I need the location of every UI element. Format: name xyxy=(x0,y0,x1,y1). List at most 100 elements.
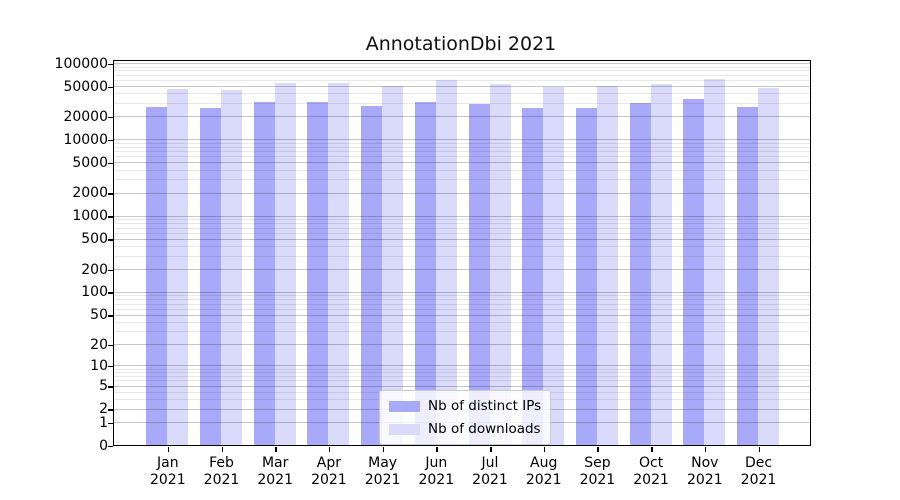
gridline xyxy=(114,385,810,387)
gridline xyxy=(114,255,810,257)
y-tick-label: 200 xyxy=(81,261,108,278)
bar-sep-distinct-ips xyxy=(575,107,597,445)
gridline xyxy=(114,79,810,81)
x-tick-mark xyxy=(543,447,546,452)
y-tick-mark xyxy=(108,162,113,165)
x-tick-label: Aug 2021 xyxy=(525,455,562,488)
gridline xyxy=(114,331,810,333)
legend-label-downloads: Nb of downloads xyxy=(428,421,541,437)
x-tick-mark xyxy=(651,447,653,452)
y-tick-mark xyxy=(108,116,113,119)
gridline xyxy=(114,303,810,305)
gridline xyxy=(114,116,810,118)
x-tick-label: Mar 2021 xyxy=(257,455,293,488)
legend-swatch-distinct-ips xyxy=(389,400,420,412)
y-tick-label: 1000 xyxy=(72,208,108,225)
x-tick-label: Dec 2021 xyxy=(740,455,777,488)
y-tick-mark xyxy=(108,344,113,346)
x-tick-mark xyxy=(597,447,599,452)
bar-oct-downloads xyxy=(650,83,672,445)
gridline xyxy=(114,372,810,374)
x-tick-label: Sep 2021 xyxy=(579,455,616,488)
gridline xyxy=(114,321,810,323)
gridline xyxy=(114,179,810,181)
y-tick-label: 500 xyxy=(81,231,108,248)
bar-jul-distinct-ips xyxy=(468,103,490,445)
gridline xyxy=(114,223,810,225)
gridline xyxy=(114,246,810,248)
gridline xyxy=(114,156,810,158)
gridline xyxy=(114,376,810,377)
y-tick-label: 10000 xyxy=(63,131,108,148)
gridline xyxy=(114,269,810,270)
y-tick-mark xyxy=(108,63,113,65)
gridline xyxy=(114,162,810,164)
bar-may-distinct-ips xyxy=(361,106,383,445)
y-tick-label: 0 xyxy=(99,437,108,454)
y-tick-mark xyxy=(108,269,113,271)
y-tick-label: 20 xyxy=(90,336,108,353)
y-tick-mark xyxy=(108,445,113,447)
gridline xyxy=(114,169,810,171)
x-tick-mark xyxy=(490,447,492,452)
gridline xyxy=(114,314,810,316)
y-tick-label: 1 xyxy=(99,414,108,431)
x-tick-mark xyxy=(275,447,277,452)
gridline xyxy=(114,380,810,382)
x-tick-label: Oct 2021 xyxy=(633,455,669,488)
y-tick-label: 100 xyxy=(81,284,108,301)
bar-mar-distinct-ips xyxy=(253,101,275,445)
y-tick-mark xyxy=(108,386,113,388)
gridline xyxy=(114,151,810,153)
bar-aug-distinct-ips xyxy=(522,107,544,445)
x-tick-label: Jan 2021 xyxy=(149,455,186,488)
gridline xyxy=(114,368,810,370)
gridline xyxy=(114,93,810,95)
legend-item-downloads: Nb of downloads xyxy=(389,421,541,437)
x-tick-label: Jul 2021 xyxy=(472,455,508,488)
gridline xyxy=(114,146,810,148)
bar-jan-downloads xyxy=(167,88,189,445)
bar-feb-distinct-ips xyxy=(200,108,221,445)
gridline xyxy=(114,70,810,72)
y-tick-label: 50000 xyxy=(63,78,108,95)
y-tick-label: 2 xyxy=(99,401,108,417)
bar-apr-downloads xyxy=(328,83,350,445)
gridline xyxy=(114,74,810,76)
bar-may-downloads xyxy=(382,85,404,445)
y-tick-label: 10 xyxy=(90,357,108,374)
x-tick-mark xyxy=(167,447,170,452)
y-tick-label: 5000 xyxy=(72,154,108,171)
bar-sep-downloads xyxy=(596,86,618,445)
x-tick-mark xyxy=(328,447,331,452)
gridline xyxy=(114,291,810,293)
bar-nov-downloads xyxy=(704,79,726,445)
bar-feb-downloads xyxy=(221,90,242,445)
y-tick-label: 20000 xyxy=(63,108,108,125)
legend: Nb of distinct IPs Nb of downloads xyxy=(379,390,552,445)
bar-dec-downloads xyxy=(758,87,779,445)
gridline xyxy=(114,308,810,310)
bar-jan-distinct-ips xyxy=(146,107,168,445)
bar-jun-downloads xyxy=(435,80,457,445)
x-tick-mark xyxy=(758,447,760,452)
gridline xyxy=(114,215,810,217)
y-tick-label: 100000 xyxy=(54,55,108,72)
bar-dec-distinct-ips xyxy=(737,107,758,445)
bar-jun-distinct-ips xyxy=(414,101,436,445)
x-tick-label: May 2021 xyxy=(364,455,401,488)
gridline xyxy=(114,344,810,345)
legend-swatch-downloads xyxy=(389,423,420,435)
y-tick-mark xyxy=(108,139,113,142)
y-tick-mark xyxy=(108,365,113,368)
x-tick-label: Nov 2021 xyxy=(686,455,723,488)
gridline xyxy=(114,232,810,234)
gridline xyxy=(114,102,810,104)
gridline xyxy=(114,295,810,297)
y-tick-mark xyxy=(108,216,113,218)
x-tick-label: Jun 2021 xyxy=(418,455,455,488)
gridline xyxy=(114,227,810,229)
y-tick-label: 2000 xyxy=(72,185,108,202)
bar-mar-downloads xyxy=(274,82,296,445)
